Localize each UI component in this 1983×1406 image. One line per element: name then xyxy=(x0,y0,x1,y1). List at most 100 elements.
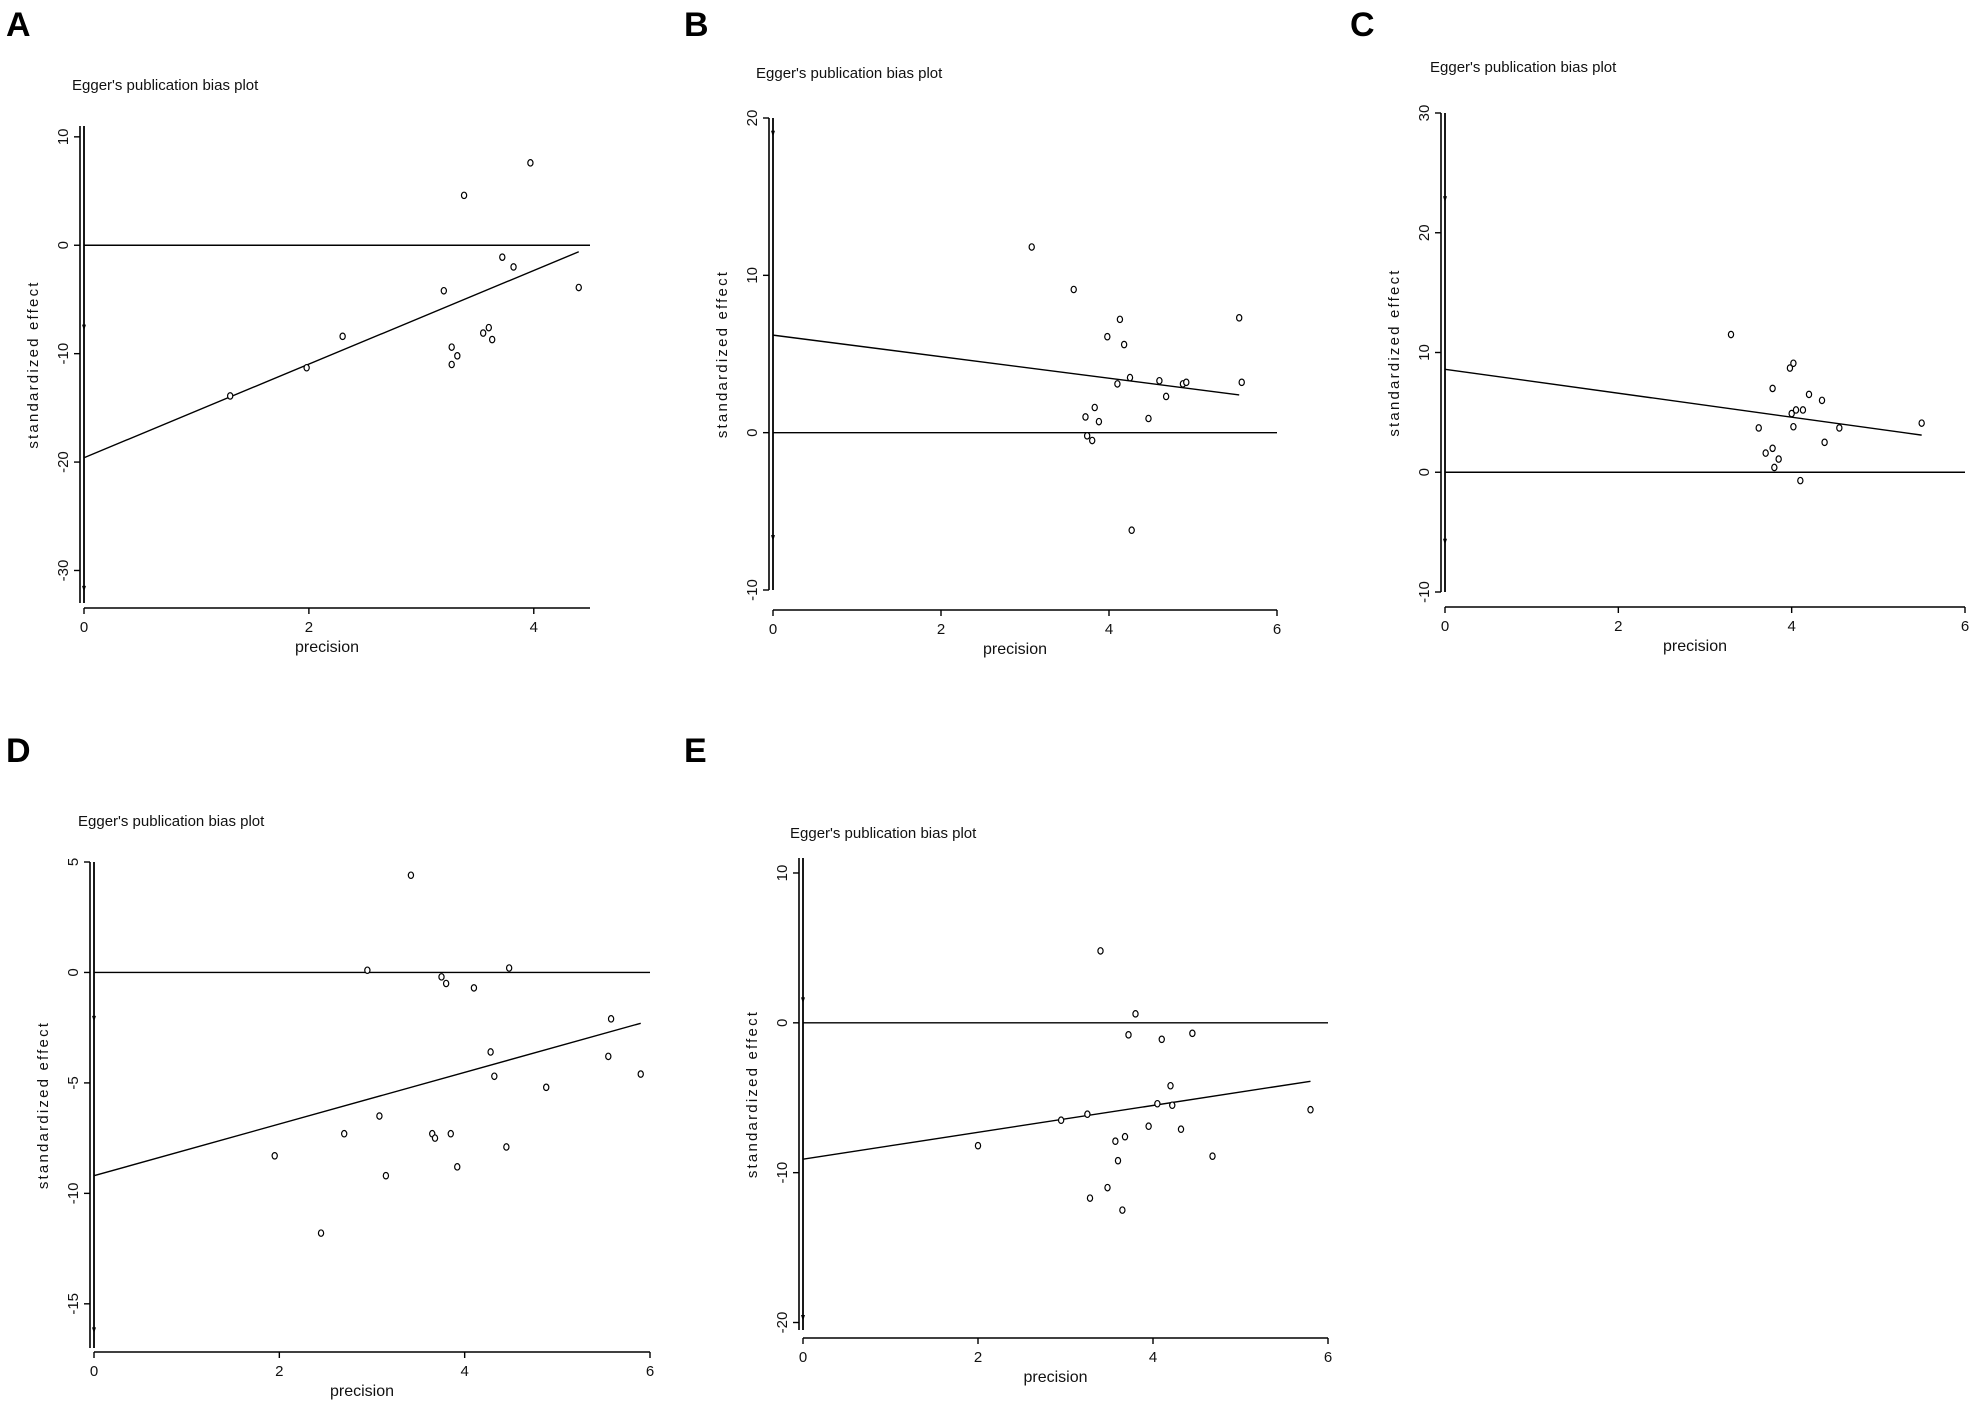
x-tick-label: 4 xyxy=(460,1363,468,1380)
data-point xyxy=(1104,332,1111,341)
data-point xyxy=(1114,380,1121,388)
chart-title: Egger's publication bias plot xyxy=(78,813,265,830)
x-tick-label: 0 xyxy=(90,1363,98,1380)
x-axis-label: precision xyxy=(330,1383,394,1400)
y-tick-label: -10 xyxy=(55,343,72,365)
chart-title: Egger's publication bias plot xyxy=(1430,59,1617,76)
data-point xyxy=(1169,1101,1176,1110)
data-point xyxy=(448,343,455,351)
y-tick-label: -15 xyxy=(65,1293,82,1315)
data-point xyxy=(1125,1031,1132,1039)
ci-endpoint-marker xyxy=(801,1315,805,1322)
x-axis-label: precision xyxy=(1023,1369,1087,1386)
data-point xyxy=(454,1163,461,1171)
x-tick-label: 2 xyxy=(974,1349,982,1366)
y-tick-label: 20 xyxy=(1416,224,1433,241)
data-point xyxy=(470,984,478,992)
data-point xyxy=(1805,390,1813,399)
data-point xyxy=(1788,409,1795,418)
panel-d: D Egger's publication bias plot 5 0 -5 -10 -1… xyxy=(0,730,680,1406)
y-tick-label: 30 xyxy=(1416,105,1433,122)
ci-endpoint-marker xyxy=(1443,196,1447,203)
data-point xyxy=(575,283,582,292)
data-point xyxy=(543,1083,550,1092)
regression-line xyxy=(83,251,580,459)
data-point xyxy=(637,1070,644,1078)
ci-endpoint-marker xyxy=(1443,538,1447,545)
data-point xyxy=(448,360,455,369)
panel-letter: C xyxy=(1350,6,1375,44)
data-point xyxy=(1114,1156,1122,1165)
x-tick-label: 6 xyxy=(646,1363,654,1380)
x-tick-label: 4 xyxy=(1105,621,1113,638)
egger-plot-c: Egger's publication bias plot3020100-10s… xyxy=(1386,59,1969,655)
data-point xyxy=(1818,396,1826,405)
y-tick-label: -5 xyxy=(65,1076,82,1089)
data-point xyxy=(1790,422,1797,431)
ci-endpoint-marker xyxy=(92,1015,96,1022)
data-point xyxy=(1028,243,1035,251)
data-point xyxy=(1238,378,1245,387)
data-point xyxy=(1128,526,1135,535)
data-point xyxy=(431,1134,439,1142)
y-tick-label: 10 xyxy=(744,267,761,284)
ci-endpoint-marker xyxy=(82,585,86,592)
data-point xyxy=(1145,414,1152,423)
x-tick-label: 2 xyxy=(937,621,945,638)
data-point xyxy=(1727,330,1735,339)
regression-line xyxy=(802,1080,1311,1160)
data-point xyxy=(1145,1122,1152,1131)
data-point xyxy=(1762,449,1769,457)
data-point xyxy=(1799,406,1807,414)
x-tick-label: 0 xyxy=(799,1349,807,1366)
panel-letter: B xyxy=(684,6,709,44)
panel-c: C Egger's publication bias plot 30 20 10 0 -1… xyxy=(1345,0,1975,660)
data-point xyxy=(1236,314,1243,322)
x-tick-label: 4 xyxy=(530,619,538,636)
data-point xyxy=(1167,1081,1174,1090)
y-tick-label: 0 xyxy=(1416,468,1433,476)
data-point xyxy=(488,335,496,344)
x-tick-label: 2 xyxy=(305,619,313,636)
data-point xyxy=(1132,1010,1139,1018)
x-tick-label: 0 xyxy=(80,619,88,636)
data-point xyxy=(491,1072,498,1081)
data-point xyxy=(1769,444,1776,453)
data-point xyxy=(1769,384,1776,393)
y-tick-label: -10 xyxy=(1416,581,1433,603)
data-point xyxy=(447,1129,454,1138)
y-axis-label: standardized effect xyxy=(714,270,731,438)
data-point xyxy=(1209,1152,1216,1160)
data-point xyxy=(1057,1116,1065,1125)
data-point xyxy=(1183,378,1190,387)
data-point xyxy=(1084,1110,1091,1119)
data-point xyxy=(438,973,445,981)
data-point xyxy=(303,363,310,372)
data-point xyxy=(407,871,415,880)
x-tick-label: 6 xyxy=(1961,618,1969,635)
y-tick-label: -10 xyxy=(744,579,761,601)
panel-a: A Egger's publication bias plot 10 0 -10 -20… xyxy=(0,0,620,660)
x-tick-label: 0 xyxy=(1441,618,1449,635)
x-tick-label: 6 xyxy=(1324,1349,1332,1366)
data-point xyxy=(1121,1132,1129,1141)
ci-endpoint-marker xyxy=(92,1327,96,1334)
y-tick-label: 0 xyxy=(774,1019,791,1027)
data-point xyxy=(1797,476,1804,485)
data-point xyxy=(1112,1137,1119,1146)
x-axis-label: precision xyxy=(295,639,359,656)
chart-title: Egger's publication bias plot xyxy=(756,65,943,82)
egger-plot-d: Egger's publication bias plot 5 0 -5 -10 -15 s… xyxy=(35,813,654,1400)
data-point xyxy=(382,1171,390,1180)
data-point xyxy=(510,263,517,271)
data-point xyxy=(440,286,448,295)
data-point xyxy=(499,253,506,261)
data-point xyxy=(341,1129,348,1138)
data-point xyxy=(1790,359,1797,368)
x-axis-label: precision xyxy=(1663,638,1727,655)
y-tick-label: 10 xyxy=(55,128,72,145)
data-point xyxy=(1082,413,1089,421)
y-tick-label: -20 xyxy=(55,451,72,473)
data-point xyxy=(1836,424,1843,432)
data-point xyxy=(505,964,513,972)
